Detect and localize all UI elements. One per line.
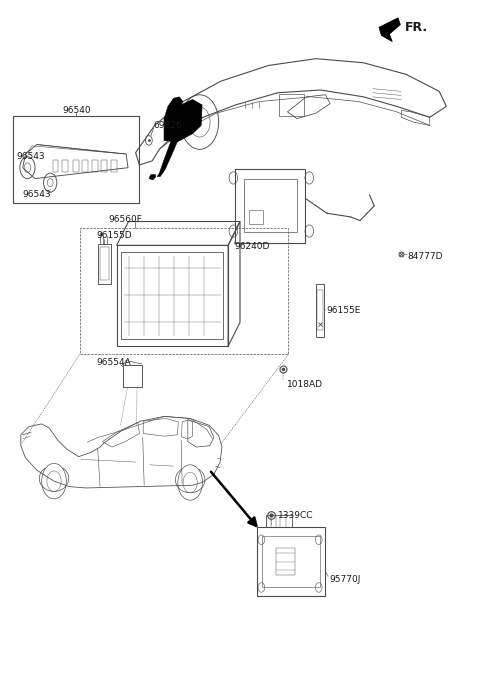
Text: 96240D: 96240D xyxy=(234,243,270,251)
Bar xyxy=(235,169,305,243)
Text: 96540: 96540 xyxy=(62,106,91,115)
Bar xyxy=(266,515,292,528)
Bar xyxy=(62,159,68,172)
Bar xyxy=(99,247,109,280)
Text: 84777D: 84777D xyxy=(408,251,443,261)
Bar xyxy=(117,245,228,346)
Polygon shape xyxy=(164,100,202,142)
Bar xyxy=(244,179,297,232)
Text: 96155D: 96155D xyxy=(96,232,132,240)
Bar xyxy=(250,210,263,223)
Text: 1339CC: 1339CC xyxy=(278,510,313,520)
Text: 96560F: 96560F xyxy=(108,215,142,224)
Bar xyxy=(97,244,111,284)
Polygon shape xyxy=(157,140,178,177)
Text: 96543: 96543 xyxy=(23,190,51,199)
Bar xyxy=(53,159,58,172)
Bar xyxy=(73,159,79,172)
Polygon shape xyxy=(164,97,183,122)
Polygon shape xyxy=(149,174,156,180)
Text: FR.: FR. xyxy=(405,21,428,34)
Bar xyxy=(316,284,324,337)
Bar xyxy=(123,365,142,387)
Bar xyxy=(13,116,139,203)
Polygon shape xyxy=(379,18,400,42)
Bar xyxy=(80,228,288,354)
Bar xyxy=(257,528,325,596)
Bar xyxy=(262,536,320,587)
Bar xyxy=(92,159,97,172)
Bar xyxy=(111,159,117,172)
Bar xyxy=(276,548,295,575)
Bar xyxy=(121,252,223,339)
Text: 96554A: 96554A xyxy=(96,358,131,367)
Text: 96155E: 96155E xyxy=(326,306,361,315)
Text: 95770J: 95770J xyxy=(329,576,360,585)
Bar xyxy=(101,159,107,172)
Text: 69826: 69826 xyxy=(154,121,182,130)
Text: 96543: 96543 xyxy=(16,153,45,161)
Bar xyxy=(317,291,323,330)
Bar xyxy=(83,159,88,172)
Bar xyxy=(279,94,303,116)
Text: 1018AD: 1018AD xyxy=(288,380,324,389)
